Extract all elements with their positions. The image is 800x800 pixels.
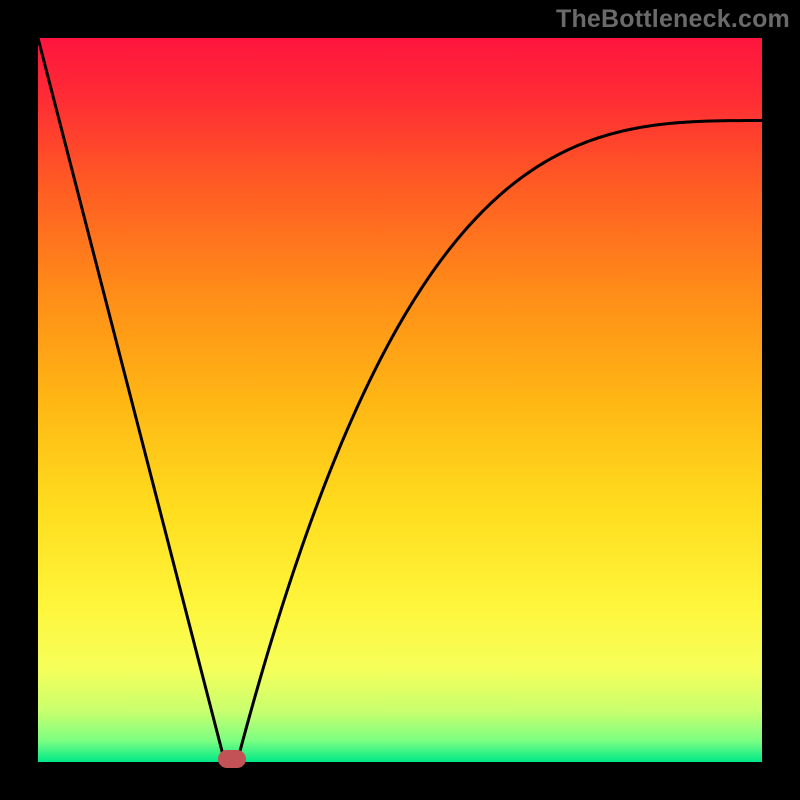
- watermark: TheBottleneck.com: [556, 5, 790, 34]
- optimum-marker: [218, 750, 246, 768]
- plot-area: [38, 38, 762, 762]
- bottleneck-curve: [38, 38, 762, 762]
- chart-container: TheBottleneck.com: [0, 0, 800, 800]
